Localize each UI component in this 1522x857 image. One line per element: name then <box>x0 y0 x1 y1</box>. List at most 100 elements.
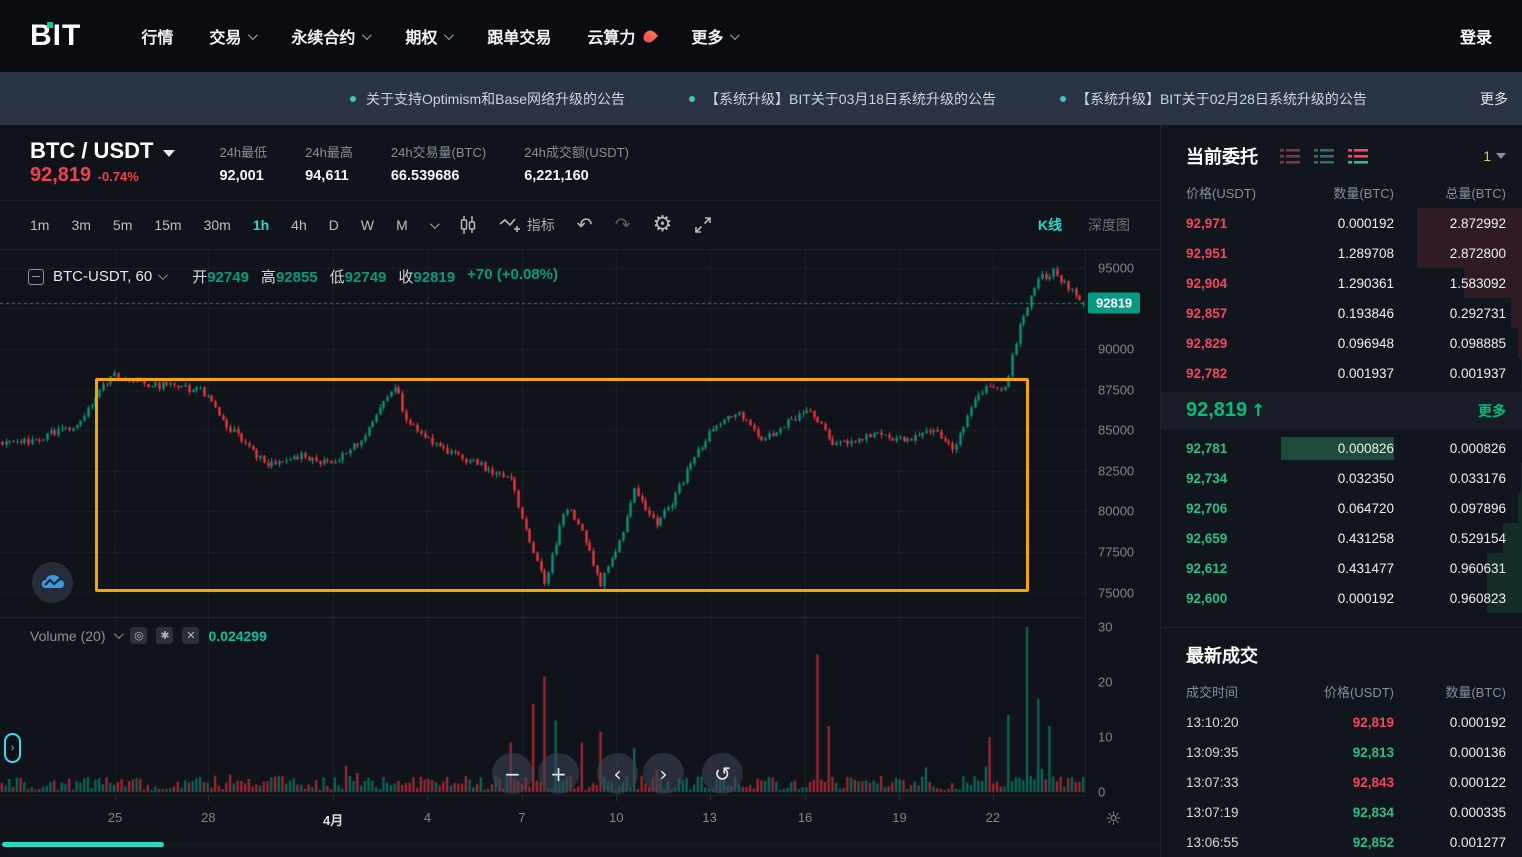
order-book-bid-row[interactable]: 92,781 0.000826 0.000826 <box>1161 433 1522 463</box>
order-book-bid-row[interactable]: 92,659 0.431258 0.529154 <box>1161 523 1522 553</box>
pan-right-button[interactable]: › <box>643 753 684 794</box>
indicators-button[interactable]: 指标 <box>499 215 555 235</box>
order-price: 92,782 <box>1186 365 1228 381</box>
trade-row: 13:07:33 92,843 0.000122 <box>1161 767 1522 797</box>
nav-item-交易[interactable]: 交易 <box>209 24 259 48</box>
interval-4h[interactable]: 4h <box>291 217 307 233</box>
depth-bar <box>1518 493 1522 523</box>
volume-settings-icon[interactable]: ✱ <box>156 627 174 644</box>
interval-3m[interactable]: 3m <box>71 217 91 233</box>
pair-selector[interactable]: BTC / USDT <box>30 138 176 164</box>
nav-item-label: 云算力 <box>587 30 636 47</box>
redo-icon[interactable]: ↷ <box>614 213 631 236</box>
nav-item-行情[interactable]: 行情 <box>141 24 173 48</box>
interval-M[interactable]: M <box>396 217 408 233</box>
order-book-bid-row[interactable]: 92,706 0.064720 0.097896 <box>1161 493 1522 523</box>
nav-item-期权[interactable]: 期权 <box>405 24 455 48</box>
theme-sun-icon[interactable]: ☼ <box>1105 808 1123 830</box>
volume-visibility-icon[interactable]: ◎ <box>130 627 148 644</box>
nav-item-跟单交易[interactable]: 跟单交易 <box>487 24 551 48</box>
chart-scrollbar-thumb[interactable] <box>2 842 164 847</box>
stat-block: 24h最高 94,611 <box>305 142 353 184</box>
chart-brand-button[interactable] <box>32 562 73 603</box>
order-book-bid-row[interactable]: 92,734 0.032350 0.033176 <box>1161 463 1522 493</box>
announcement-link[interactable]: 【系统升级】BIT关于03月18日系统升级的公告 <box>689 89 996 109</box>
indicators-label: 指标 <box>526 217 555 233</box>
zoom-in-button[interactable]: + <box>538 753 579 794</box>
chart-scrollbar-track[interactable] <box>0 842 1160 847</box>
order-book-ask-row[interactable]: 92,782 0.001937 0.001937 <box>1161 358 1522 388</box>
price-axis[interactable]: 95000 90000 87500 85000 82500 80000 77500 75000… <box>1085 250 1160 617</box>
trade-price: 92,852 <box>1352 834 1394 850</box>
stats-row: 24h最低 92,001 24h最高 94,611 24h交易量(BTC) 66.5396… <box>219 142 629 184</box>
legend-collapse-icon[interactable] <box>28 268 44 285</box>
nav-item-label: 交易 <box>209 30 242 47</box>
order-book-ask-row[interactable]: 92,971 0.000192 2.872992 <box>1161 208 1522 238</box>
nav-item-label: 更多 <box>691 30 724 47</box>
order-book-title: 当前委托 <box>1186 147 1258 167</box>
order-book-ask-row[interactable]: 92,829 0.096948 0.098885 <box>1161 328 1522 358</box>
candlestick-chart-canvas[interactable] <box>0 250 1085 795</box>
price-up-arrow-icon: ↑ <box>1251 400 1266 421</box>
order-book-bid-row[interactable]: 92,612 0.431477 0.960631 <box>1161 553 1522 583</box>
trade-price: 92,819 <box>1352 714 1394 730</box>
stat-value: 94,611 <box>305 167 349 184</box>
order-book-ask-row[interactable]: 92,951 1.289708 2.872800 <box>1161 238 1522 268</box>
chart-style-candles-icon[interactable] <box>459 215 477 235</box>
interval-W[interactable]: W <box>360 217 375 233</box>
interval-1m[interactable]: 1m <box>30 217 50 233</box>
tab-depth[interactable]: 深度图 <box>1088 217 1130 233</box>
order-price: 92,659 <box>1186 530 1228 546</box>
announcement-link[interactable]: 【系统升级】BIT关于02月28日系统升级的公告 <box>1059 89 1367 109</box>
view-bids-only-icon[interactable] <box>1314 148 1334 164</box>
price-axis-label: 80000 <box>1098 503 1135 519</box>
zoom-out-button[interactable]: − <box>492 753 533 794</box>
depth-bar <box>1518 328 1522 358</box>
order-book-ask-row[interactable]: 92,904 1.290361 1.583092 <box>1161 268 1522 298</box>
nav-item-label: 行情 <box>141 30 174 47</box>
order-total: 0.001937 <box>1449 365 1506 381</box>
interval-more-chevron-icon[interactable] <box>429 218 440 229</box>
legend-symbol[interactable]: BTC-USDT, 60 <box>53 268 169 285</box>
interval-D[interactable]: D <box>328 217 339 233</box>
order-qty: 0.001937 <box>1337 365 1394 381</box>
volume-chevron-icon[interactable] <box>114 629 125 640</box>
order-total: 2.872800 <box>1449 245 1506 261</box>
reset-view-button[interactable]: ↺ <box>702 753 743 794</box>
order-total: 0.960823 <box>1449 590 1506 606</box>
interval-1h[interactable]: 1h <box>252 217 270 233</box>
chart-region: BTC-USDT, 60 开92749 高92855 低92749 收92819… <box>0 250 1160 857</box>
order-qty: 0.431258 <box>1337 530 1394 546</box>
recent-trades-column-headers: 成交时间 价格(USDT) 数量(BTC) <box>1186 685 1506 700</box>
volume-close-icon[interactable]: ✕ <box>182 627 200 644</box>
depth-precision-select[interactable]: 1 <box>1483 148 1506 164</box>
announcement-more-link[interactable]: 更多 <box>1480 90 1508 107</box>
undo-icon[interactable]: ↶ <box>576 213 593 236</box>
fullscreen-icon[interactable] <box>694 216 712 234</box>
view-both-icon[interactable] <box>1348 148 1368 164</box>
bit-logo[interactable]: BIT <box>30 19 81 53</box>
interval-5m[interactable]: 5m <box>112 217 133 233</box>
time-axis[interactable]: 25 28 4月 4 7 10 13 16 19 22 <box>0 795 1085 842</box>
interval-30m[interactable]: 30m <box>203 217 231 233</box>
order-price: 92,600 <box>1186 590 1228 606</box>
view-asks-only-icon[interactable] <box>1280 148 1300 164</box>
time-axis-label: 13 <box>702 810 717 825</box>
order-book-more-link[interactable]: 更多 <box>1478 402 1506 419</box>
login-button[interactable]: 登录 <box>1459 30 1492 47</box>
nav-item-云算力[interactable]: 云算力 <box>587 24 659 48</box>
chart-settings-gear-icon[interactable]: ⚙ <box>652 212 673 237</box>
nav-item-更多[interactable]: 更多 <box>691 24 741 48</box>
tab-kline[interactable]: K线 <box>1037 217 1062 233</box>
announcement-link[interactable]: 关于支持Optimism和Base网络升级的公告 <box>350 89 625 109</box>
sidebar-expand-handle[interactable]: › <box>4 733 21 763</box>
order-book-bid-row[interactable]: 92,600 0.000192 0.960823 <box>1161 583 1522 613</box>
pan-left-button[interactable]: ‹ <box>597 753 638 794</box>
depth-bar <box>1417 208 1522 238</box>
order-book-ask-row[interactable]: 92,857 0.193846 0.292731 <box>1161 298 1522 328</box>
volume-axis-label: 20 <box>1098 674 1113 690</box>
depth-bar <box>1503 523 1522 553</box>
interval-15m[interactable]: 15m <box>154 217 182 233</box>
volume-axis[interactable]: 30 20 10 0 <box>1085 617 1160 800</box>
nav-item-永续合约[interactable]: 永续合约 <box>291 24 373 48</box>
